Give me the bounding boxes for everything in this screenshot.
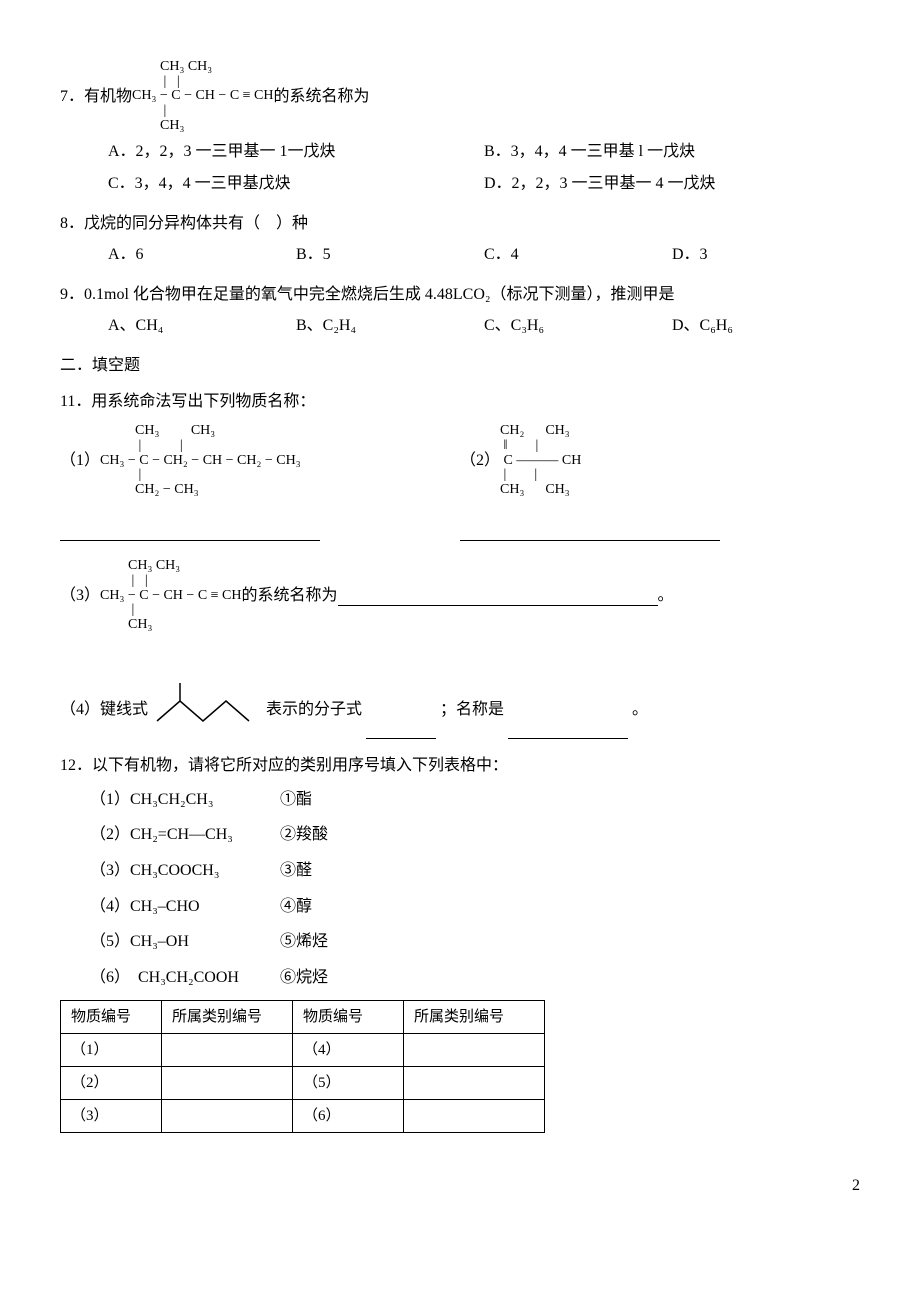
q11-s2-structure: CH₂ CH₃ ‖ | C ——— CH | | CH₃ CH₃ bbox=[500, 424, 581, 497]
q9-opt-b: B、C₂H₄ bbox=[296, 313, 484, 339]
q11-s3-structure: CH₃ CH₃ | | CH₃ − C − CH − C ≡ CH | CH₃ bbox=[100, 559, 241, 632]
question-7: 7．有机物 CH₃ CH₃ | | CH₃ − C − CH − C ≡ CH … bbox=[60, 60, 860, 197]
q11-blank-3[interactable] bbox=[338, 586, 658, 606]
q11-s3-suffix: 的系统名称为 bbox=[242, 583, 338, 609]
q9-opt-d: D、C₆H₆ bbox=[672, 313, 860, 339]
section-2-title: 二．填空题 bbox=[60, 353, 860, 379]
q11-s1-structure: CH₃ CH₃ | | CH₃ − C − CH₂ − CH − CH₂ − C… bbox=[100, 424, 301, 497]
table-row: （3） （6） bbox=[61, 1100, 545, 1133]
q12-item-2: （2）CH₂=CH—CH₃ ②羧酸 bbox=[90, 822, 860, 848]
question-8: 8．戊烷的同分异构体共有（ ）种 A．6 B．5 C．4 D．3 bbox=[60, 211, 860, 268]
q7-structure: CH₃ CH₃ | | CH₃ − C − CH − C ≡ CH | CH₃ bbox=[132, 60, 273, 133]
page-number: 2 bbox=[60, 1173, 860, 1199]
table-header-row: 物质编号 所属类别编号 物质编号 所属类别编号 bbox=[61, 1001, 545, 1034]
q11-s4-sep: ；名称是 bbox=[440, 701, 504, 718]
question-9: 9．0.1mol 化合物甲在足量的氧气中完全燃烧后生成 4.48LCO₂（标况下… bbox=[60, 282, 860, 339]
table-row: （2） （5） bbox=[61, 1067, 545, 1100]
q7-opt-a: A．2，2，3 一三甲基一 1一戊炔 bbox=[108, 139, 484, 165]
q9-opt-a: A、CH₄ bbox=[108, 313, 296, 339]
q7-prefix: 7．有机物 bbox=[60, 84, 132, 110]
q11-s4-mid: 表示的分子式 bbox=[266, 701, 362, 718]
q8-opt-c: C．4 bbox=[484, 242, 672, 268]
q8-text: 8．戊烷的同分异构体共有（ ）种 bbox=[60, 211, 860, 237]
q11-blank-4b[interactable] bbox=[508, 719, 628, 739]
table-row: （1） （4） bbox=[61, 1034, 545, 1067]
q11-title: 11．用系统命法写出下列物质名称： bbox=[60, 389, 860, 415]
th-1: 物质编号 bbox=[61, 1001, 162, 1034]
q12-table: 物质编号 所属类别编号 物质编号 所属类别编号 （1） （4） （2） （5） … bbox=[60, 1000, 545, 1133]
q11-s1-label: （1） bbox=[60, 448, 100, 474]
th-4: 所属类别编号 bbox=[404, 1001, 545, 1034]
q12-item-4: （4）CH₃–CHO ④醇 bbox=[90, 894, 860, 920]
q9-text: 9．0.1mol 化合物甲在足量的氧气中完全燃烧后生成 4.48LCO₂（标况下… bbox=[60, 282, 860, 308]
question-11: 11．用系统命法写出下列物质名称： （1） CH₃ CH₃ | | CH₃ − … bbox=[60, 389, 860, 740]
q7-opt-b: B．3，4，4 一三甲基 l 一戊炔 bbox=[484, 139, 860, 165]
q11-s3-label: （3） bbox=[60, 583, 100, 609]
q11-s3-end: 。 bbox=[658, 583, 674, 609]
skeletal-icon bbox=[152, 681, 262, 740]
q12-title: 12．以下有机物，请将它所对应的类别用序号填入下列表格中： bbox=[60, 753, 860, 779]
q9-opt-c: C、C₃H₆ bbox=[484, 313, 672, 339]
q7-options: A．2，2，3 一三甲基一 1一戊炔 B．3，4，4 一三甲基 l 一戊炔 C．… bbox=[108, 139, 860, 196]
q11-s4-end: 。 bbox=[632, 701, 648, 718]
q7-opt-d: D．2，2，3 一三甲基一 4 一戊炔 bbox=[484, 171, 860, 197]
q12-item-5: （5）CH₃–OH ⑤烯烃 bbox=[90, 929, 860, 955]
q11-s4-prefix: （4）键线式 bbox=[60, 701, 148, 718]
q11-blank-2[interactable] bbox=[460, 521, 720, 541]
q12-item-1: （1）CH₃CH₂CH₃ ①酯 bbox=[90, 787, 860, 813]
q8-opt-d: D．3 bbox=[672, 242, 860, 268]
q12-item-6: （6） CH₃CH₂COOH ⑥烷烃 bbox=[90, 965, 860, 991]
th-3: 物质编号 bbox=[293, 1001, 404, 1034]
q8-opt-b: B．5 bbox=[296, 242, 484, 268]
q11-blank-4a[interactable] bbox=[366, 719, 436, 739]
question-12: 12．以下有机物，请将它所对应的类别用序号填入下列表格中： （1）CH₃CH₂C… bbox=[60, 753, 860, 1133]
q8-opt-a: A．6 bbox=[108, 242, 296, 268]
th-2: 所属类别编号 bbox=[162, 1001, 293, 1034]
q12-item-3: （3）CH₃COOCH₃ ③醛 bbox=[90, 858, 860, 884]
q7-suffix: 的系统名称为 bbox=[274, 84, 370, 110]
q11-blank-1[interactable] bbox=[60, 521, 320, 541]
q7-opt-c: C．3，4，4 一三甲基戊炔 bbox=[108, 171, 484, 197]
q11-s2-label: （2） bbox=[460, 448, 500, 474]
